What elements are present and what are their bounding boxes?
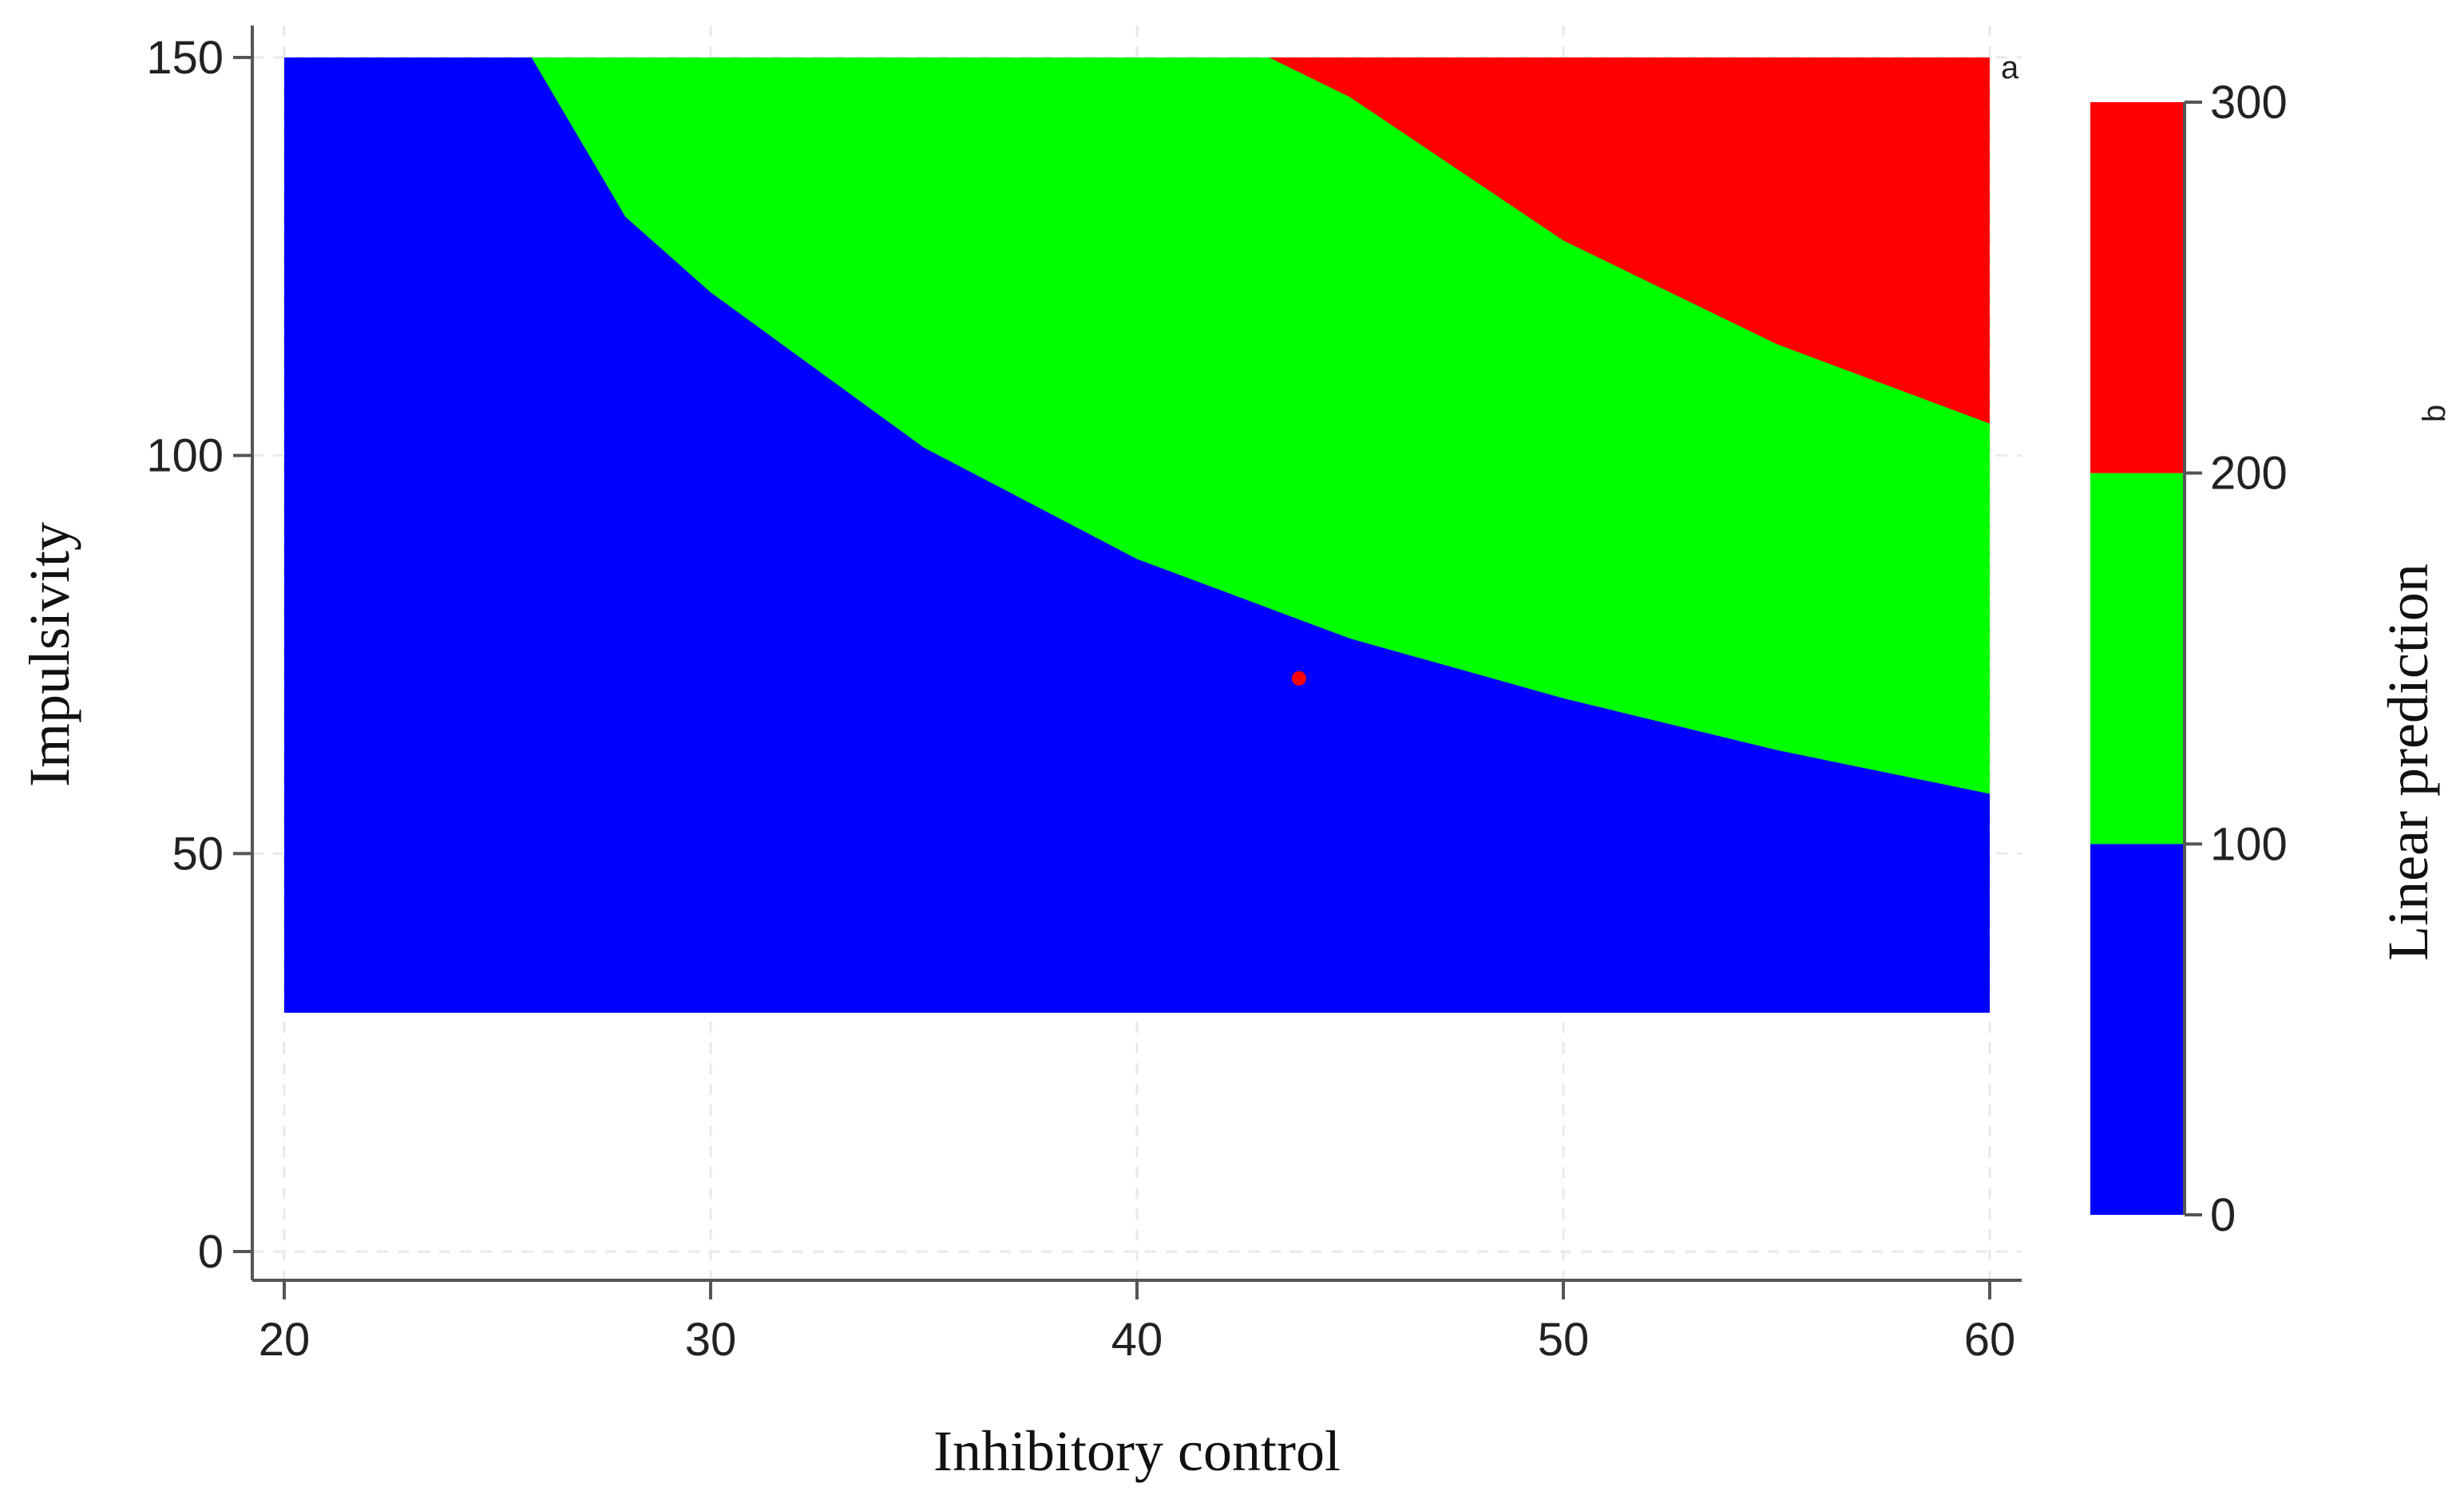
annotation-a: a [2001, 50, 2019, 85]
colorbar: 0 100 200 300 [2090, 77, 2288, 1241]
y-tick-label: 50 [172, 828, 224, 880]
colorbar-title-group: Linear prediction b [2376, 405, 2452, 961]
colorbar-swatch [2090, 102, 2185, 473]
x-tick-label: 60 [1964, 1314, 2016, 1366]
colorbar-swatch [2090, 844, 2185, 1215]
colorbar-tick-label: 200 [2210, 448, 2288, 500]
colorbar-title-subscript: b [2417, 405, 2452, 422]
x-tick-label: 50 [1538, 1314, 1590, 1366]
x-tick-label: 20 [259, 1314, 311, 1366]
y-tick-label: 100 [146, 430, 224, 482]
tick-marks: 20 30 40 50 60 0 50 100 150 [146, 32, 2015, 1366]
colorbar-tick-label: 100 [2210, 818, 2288, 870]
x-axis-title: Inhibitory control [933, 1419, 1341, 1483]
contour-fills [284, 57, 1990, 1013]
data-point-marker [1291, 670, 1306, 686]
y-tick-label: 150 [146, 32, 224, 84]
colorbar-title: Linear prediction [2376, 564, 2440, 961]
x-tick-label: 40 [1111, 1314, 1163, 1366]
colorbar-tick-label: 300 [2210, 77, 2288, 129]
colorbar-swatch [2090, 473, 2185, 844]
colorbar-tick-label: 0 [2210, 1189, 2236, 1241]
x-tick-label: 30 [685, 1314, 737, 1366]
y-axis-title: Impulsivity [18, 522, 81, 787]
y-tick-label: 0 [198, 1226, 224, 1278]
level-200-300-region [1269, 57, 1990, 424]
